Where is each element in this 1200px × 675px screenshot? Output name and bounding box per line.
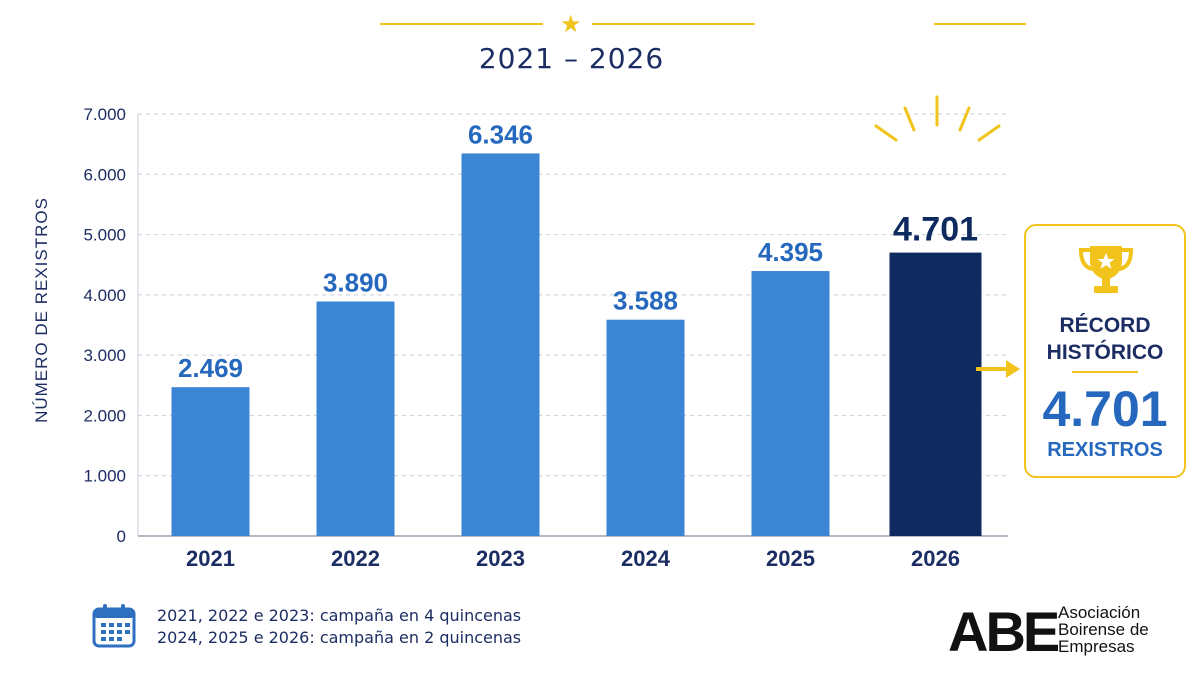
logo-line-3: Empresas <box>1058 637 1135 656</box>
bar-highlight <box>889 252 982 536</box>
y-tick-label: 7.000 <box>83 105 126 124</box>
bar-value-label: 4.395 <box>758 237 823 267</box>
x-tick-label: 2025 <box>766 546 815 571</box>
y-tick-label: 4.000 <box>83 286 126 305</box>
y-tick-label: 2.000 <box>83 406 126 425</box>
record-unit: REXISTROS <box>1047 439 1163 461</box>
bar <box>461 153 540 536</box>
logo-mark: ABE <box>948 600 1060 663</box>
y-axis-label: NÚMERO DE REXISTROS <box>32 197 51 423</box>
title-decoration-line-far-right <box>934 23 1026 25</box>
x-tick-label: 2024 <box>621 546 671 571</box>
logo-text: Asociación Boirense de Empresas <box>1058 604 1149 655</box>
record-label: RÉCORD HISTÓRICO <box>1026 312 1184 366</box>
record-value: 4.701 <box>1042 381 1168 437</box>
arrow-right-icon <box>976 360 1020 378</box>
note-line-1: 2021, 2022 e 2023: campaña en 4 quincena… <box>157 606 522 625</box>
campaign-notes: 2021, 2022 e 2023: campaña en 4 quincena… <box>157 605 521 649</box>
y-tick-label: 6.000 <box>83 165 126 184</box>
y-tick-label: 0 <box>117 527 126 546</box>
record-callout: RÉCORD HISTÓRICO 4.701 REXISTROS <box>1024 224 1186 478</box>
bar <box>751 271 830 536</box>
title-decoration-line-right <box>592 23 755 25</box>
logo-line-2: Boirense de <box>1058 620 1149 639</box>
bar-value-label: 2.469 <box>178 353 243 383</box>
bar-value-label: 6.346 <box>468 119 533 149</box>
y-tick-label: 3.000 <box>83 346 126 365</box>
y-tick-label: 1.000 <box>83 467 126 486</box>
record-divider <box>1072 371 1138 373</box>
bar-value-label: 4.701 <box>893 211 978 249</box>
title-decoration-line-left <box>380 23 543 25</box>
bar-value-label: 3.890 <box>323 267 388 297</box>
star-icon: ★ <box>560 10 582 38</box>
trophy-icon <box>1078 246 1134 293</box>
bar <box>606 319 685 536</box>
note-line-2: 2024, 2025 e 2026: campaña en 2 quincena… <box>157 628 522 647</box>
bar <box>316 301 395 536</box>
chart-title: 2021 – 2026 <box>478 42 665 75</box>
calendar-icon <box>92 604 136 648</box>
x-tick-label: 2023 <box>476 546 525 571</box>
logo-line-1: Asociación <box>1058 603 1141 622</box>
x-tick-label: 2021 <box>186 546 235 571</box>
record-label-line2: HISTÓRICO <box>1046 341 1164 364</box>
record-label-line1: RÉCORD <box>1059 314 1151 337</box>
x-tick-label: 2026 <box>911 546 960 571</box>
burst-icon <box>874 95 1001 142</box>
y-tick-label: 5.000 <box>83 226 126 245</box>
bar <box>171 387 250 536</box>
bar-value-label: 3.588 <box>613 286 678 316</box>
x-tick-label: 2022 <box>331 546 380 571</box>
